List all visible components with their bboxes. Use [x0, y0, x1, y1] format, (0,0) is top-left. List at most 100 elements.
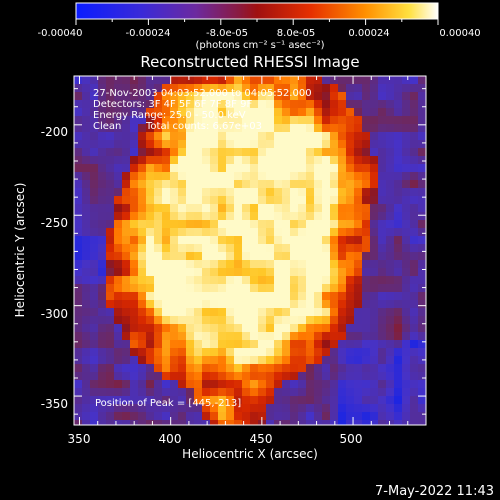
image-pixel — [306, 292, 314, 300]
image-pixel — [346, 220, 354, 228]
image-pixel — [418, 308, 426, 316]
image-pixel — [330, 364, 338, 372]
image-pixel — [322, 260, 330, 268]
image-pixel — [290, 204, 298, 212]
image-pixel — [114, 188, 122, 196]
image-pixel — [298, 156, 306, 164]
image-pixel — [114, 404, 122, 412]
image-pixel — [418, 252, 426, 260]
image-pixel — [82, 308, 90, 316]
image-pixel — [338, 164, 346, 172]
image-pixel — [282, 348, 290, 356]
image-pixel — [202, 228, 210, 236]
image-pixel — [138, 364, 146, 372]
image-pixel — [306, 380, 314, 388]
image-pixel — [74, 92, 82, 100]
image-pixel — [226, 212, 234, 220]
image-pixel — [82, 388, 90, 396]
image-pixel — [394, 244, 402, 252]
image-pixel — [162, 220, 170, 228]
image-pixel — [218, 172, 226, 180]
image-pixel — [194, 204, 202, 212]
image-pixel — [226, 196, 234, 204]
image-pixel — [98, 252, 106, 260]
image-pixel — [106, 236, 114, 244]
image-pixel — [250, 268, 258, 276]
image-pixel — [234, 140, 242, 148]
image-pixel — [394, 292, 402, 300]
image-pixel — [106, 172, 114, 180]
image-pixel — [290, 100, 298, 108]
image-pixel — [170, 132, 178, 140]
image-pixel — [210, 372, 218, 380]
image-pixel — [266, 388, 274, 396]
image-pixel — [218, 100, 226, 108]
image-pixel — [386, 396, 394, 404]
plot-title: Reconstructed RHESSI Image — [140, 53, 359, 71]
image-pixel — [378, 236, 386, 244]
image-pixel — [378, 204, 386, 212]
image-pixel — [354, 356, 362, 364]
image-pixel — [402, 316, 410, 324]
image-pixel — [410, 228, 418, 236]
image-pixel — [122, 412, 130, 420]
image-pixel — [338, 396, 346, 404]
image-pixel — [354, 372, 362, 380]
image-pixel — [130, 156, 138, 164]
image-pixel — [162, 76, 170, 84]
image-pixel — [178, 324, 186, 332]
image-pixel — [354, 252, 362, 260]
image-pixel — [170, 340, 178, 348]
image-pixel — [226, 132, 234, 140]
image-pixel — [250, 76, 258, 84]
image-pixel — [298, 348, 306, 356]
image-pixel — [394, 212, 402, 220]
image-pixel — [402, 108, 410, 116]
image-pixel — [378, 108, 386, 116]
image-pixel — [74, 316, 82, 324]
image-pixel — [274, 268, 282, 276]
image-pixel — [290, 420, 298, 425]
image-pixel — [178, 228, 186, 236]
image-pixel — [210, 124, 218, 132]
image-pixel — [402, 156, 410, 164]
image-pixel — [250, 148, 258, 156]
image-pixel — [242, 124, 250, 132]
image-pixel — [186, 332, 194, 340]
image-pixel — [186, 212, 194, 220]
image-pixel — [90, 308, 98, 316]
image-pixel — [114, 84, 122, 92]
image-pixel — [282, 308, 290, 316]
image-pixel — [82, 156, 90, 164]
image-pixel — [162, 124, 170, 132]
image-pixel — [130, 372, 138, 380]
image-pixel — [218, 276, 226, 284]
image-pixel — [170, 420, 178, 425]
image-pixel — [74, 84, 82, 92]
image-pixel — [130, 204, 138, 212]
image-pixel — [386, 92, 394, 100]
image-pixel — [282, 364, 290, 372]
image-pixel — [186, 364, 194, 372]
image-pixel — [378, 196, 386, 204]
image-pixel — [194, 244, 202, 252]
image-pixel — [218, 308, 226, 316]
image-pixel — [106, 188, 114, 196]
image-pixel — [122, 356, 130, 364]
image-pixel — [138, 164, 146, 172]
image-pixel — [282, 132, 290, 140]
image-pixel — [362, 140, 370, 148]
image-pixel — [346, 372, 354, 380]
image-pixel — [258, 380, 266, 388]
image-pixel — [250, 212, 258, 220]
image-pixel — [138, 412, 146, 420]
image-pixel — [122, 76, 130, 84]
image-pixel — [306, 364, 314, 372]
image-pixel — [186, 300, 194, 308]
image-pixel — [98, 108, 106, 116]
image-pixel — [170, 204, 178, 212]
colorbar-tick-label: -8.0e-05 — [206, 28, 248, 39]
image-pixel — [186, 252, 194, 260]
image-pixel — [266, 300, 274, 308]
image-pixel — [146, 76, 154, 84]
